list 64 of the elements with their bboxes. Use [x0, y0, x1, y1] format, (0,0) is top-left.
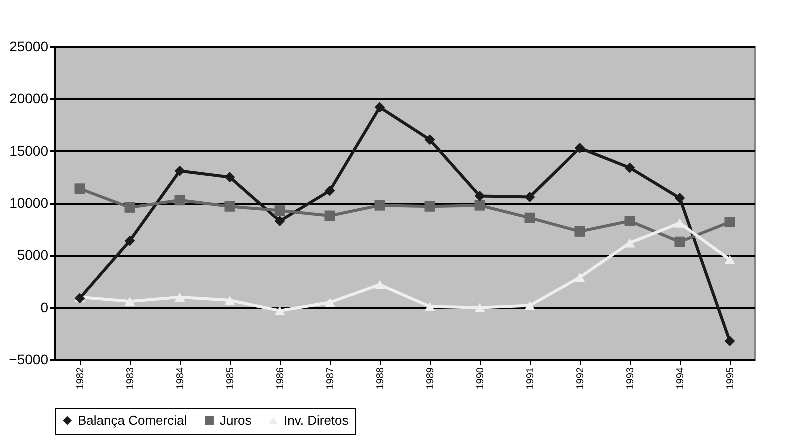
point [174, 292, 186, 302]
point [624, 238, 636, 248]
y-tick-label: 10000 [10, 195, 49, 211]
x-tick-label: 1989 [426, 367, 436, 390]
point [624, 216, 636, 226]
point [124, 202, 136, 213]
y-tick-label: −5000 [9, 352, 49, 368]
point [174, 195, 186, 206]
x-tick-label: 1987 [326, 367, 336, 390]
x-tick-label: 1992 [576, 367, 586, 390]
point [374, 200, 386, 211]
point [474, 303, 486, 312]
legend-label: Juros [220, 412, 252, 428]
x-tick-label: 1990 [476, 367, 486, 390]
point [424, 302, 436, 312]
point [324, 298, 336, 308]
x-tick-label: 1986 [276, 367, 286, 390]
point [624, 162, 636, 174]
point [124, 297, 136, 306]
point [574, 142, 586, 154]
legend-label: Inv. Diretos [284, 412, 350, 428]
point [324, 210, 336, 222]
point [724, 336, 736, 346]
point [674, 218, 686, 228]
point [724, 217, 736, 228]
point [224, 201, 236, 212]
y-tick-label: 25000 [10, 38, 49, 54]
point [174, 166, 186, 176]
y-tick-label: 0 [40, 299, 49, 316]
point [124, 236, 136, 246]
x-tick-label: 1985 [226, 367, 236, 390]
point [324, 186, 336, 196]
point [574, 226, 586, 237]
point [674, 236, 686, 248]
x-tick-label: 1984 [176, 367, 186, 390]
point [524, 212, 536, 224]
point [424, 201, 436, 212]
x-tick-label: 1995 [726, 367, 736, 390]
y-tick-label: 20000 [10, 90, 49, 107]
point [524, 301, 536, 310]
point [724, 255, 736, 264]
x-tick-label: 1993 [626, 367, 636, 390]
x-tick-label: 1988 [376, 367, 386, 390]
point [274, 306, 286, 316]
point [374, 102, 386, 113]
point [74, 184, 86, 194]
point [224, 172, 236, 183]
x-tick-label: 1983 [126, 367, 136, 390]
point [274, 216, 286, 226]
point [524, 192, 536, 202]
point [424, 134, 436, 146]
legend-label: Balança Comercial [78, 412, 188, 428]
y-tick-label: 5000 [17, 247, 49, 264]
point [374, 280, 386, 290]
x-tick-label: 1994 [676, 367, 686, 390]
x-tick-label: 1982 [76, 367, 86, 390]
x-tick-label: 1991 [526, 367, 536, 390]
point [674, 193, 686, 204]
point [474, 200, 486, 211]
point [274, 206, 286, 216]
point [574, 273, 586, 282]
y-tick-label: 15000 [10, 142, 49, 159]
point [474, 190, 486, 202]
point [224, 296, 236, 306]
